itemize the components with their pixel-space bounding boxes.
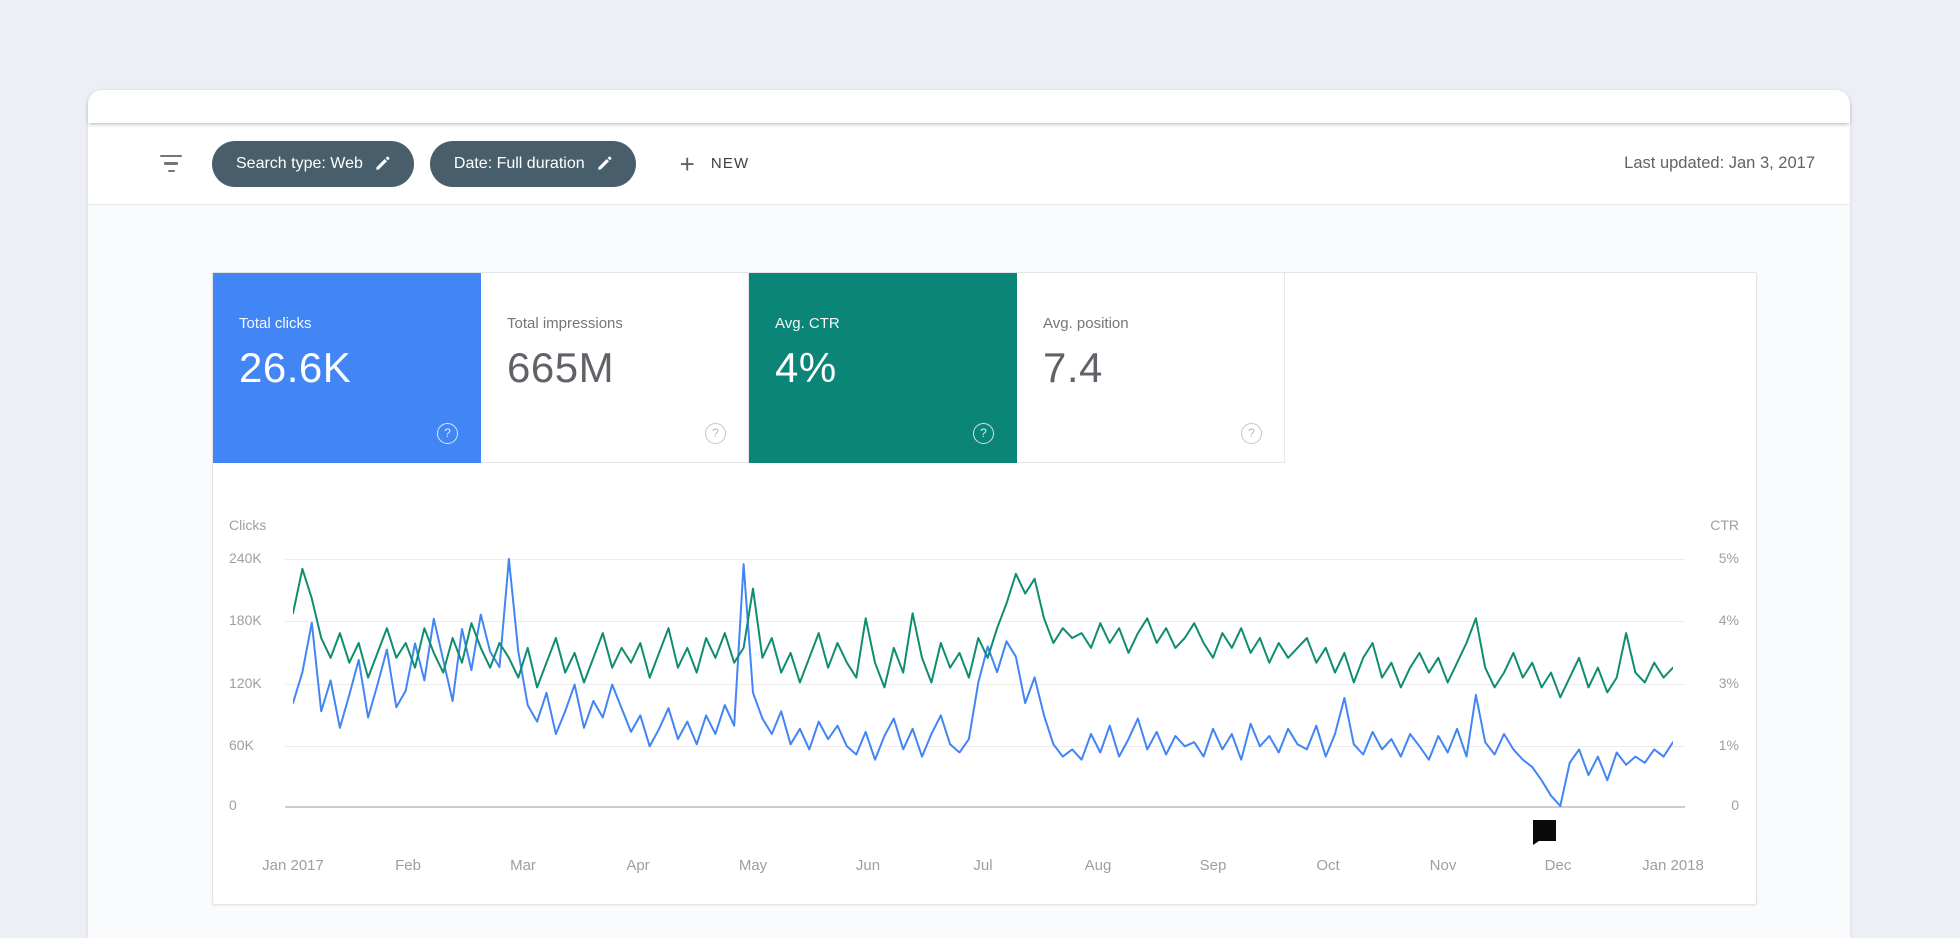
help-circle-icon[interactable]: ? <box>437 423 458 444</box>
help-circle-icon[interactable]: ? <box>1241 423 1262 444</box>
tile-avg-position[interactable]: Avg. position 7.4 ? <box>1017 273 1285 463</box>
tile-label: Avg. position <box>1043 315 1129 332</box>
x-axis-month-label: Oct <box>1316 857 1340 874</box>
gridline <box>285 621 1685 622</box>
x-axis-month-label: Apr <box>626 857 650 874</box>
x-axis-month-label: Jun <box>855 857 881 874</box>
left-axis-title: Clicks <box>229 517 267 533</box>
plus-icon: + <box>679 148 695 179</box>
x-axis-month-label: Nov <box>1429 857 1457 874</box>
right-axis-tick: 4% <box>1718 612 1739 628</box>
x-axis-month-label: Sep <box>1199 857 1227 874</box>
right-axis-title: CTR <box>1710 517 1739 533</box>
x-axis-month-label: May <box>738 857 768 874</box>
performance-line-chart <box>293 558 1673 807</box>
edit-pencil-icon <box>375 156 390 171</box>
left-axis-tick: 60K <box>229 737 254 753</box>
new-filter-button[interactable]: + NEW <box>680 151 750 177</box>
app-bar-strip <box>88 90 1850 123</box>
x-axis-month-label: Feb <box>395 857 421 874</box>
performance-panel: Total clicks 26.6K ? Total impressions 6… <box>212 272 1757 905</box>
filters-toolbar: Search type: Web Date: Full duration + N… <box>88 123 1850 205</box>
left-axis-tick: 0 <box>229 797 237 813</box>
tile-total-impressions[interactable]: Total impressions 665M ? <box>481 273 749 463</box>
tile-value: 7.4 <box>1043 344 1103 391</box>
series-line-clicks <box>293 558 1673 807</box>
help-circle-icon[interactable]: ? <box>973 423 994 444</box>
chip-search-type-label: Search type: Web <box>236 154 363 172</box>
edit-pencil-icon <box>597 156 612 171</box>
right-axis-tick: 5% <box>1718 550 1739 566</box>
chip-date-range[interactable]: Date: Full duration <box>429 140 636 187</box>
x-axis-month-label: Jul <box>973 857 993 874</box>
tile-label: Total clicks <box>239 315 312 332</box>
tile-value: 26.6K <box>239 344 352 391</box>
left-axis-tick: 120K <box>229 675 262 691</box>
right-axis-tick: 3% <box>1718 675 1739 691</box>
right-axis-tick: 0 <box>1731 797 1739 813</box>
series-line-ctr <box>293 567 1673 699</box>
tile-total-clicks[interactable]: Total clicks 26.6K ? <box>213 273 481 463</box>
x-axis-month-label: Mar <box>510 857 536 874</box>
metric-tiles-row: Total clicks 26.6K ? Total impressions 6… <box>213 273 1756 463</box>
x-axis-month-label: Dec <box>1544 857 1572 874</box>
last-updated-text: Last updated: Jan 3, 2017 <box>1624 154 1815 172</box>
tile-avg-ctr[interactable]: Avg. CTR 4% ? <box>749 273 1017 463</box>
help-circle-icon[interactable]: ? <box>705 423 726 444</box>
x-axis-baseline <box>285 806 1685 808</box>
content-area: Total clicks 26.6K ? Total impressions 6… <box>88 205 1850 938</box>
tile-value: 4% <box>775 344 837 391</box>
x-axis-month-label: Jan 2018 <box>1642 857 1704 874</box>
left-axis-tick: 180K <box>229 612 262 628</box>
tile-label: Avg. CTR <box>775 315 840 332</box>
gridline <box>285 684 1685 685</box>
chip-search-type[interactable]: Search type: Web <box>212 140 414 187</box>
filter-list-icon[interactable] <box>158 154 184 174</box>
x-axis-month-label: Aug <box>1084 857 1112 874</box>
app-window-card: Search type: Web Date: Full duration + N… <box>88 90 1850 938</box>
gridline <box>285 746 1685 747</box>
tile-value: 665M <box>507 344 615 391</box>
annotation-flag-icon <box>1533 820 1556 845</box>
x-axis-month-label: Jan 2017 <box>262 857 324 874</box>
tile-label: Total impressions <box>507 315 623 332</box>
right-axis-tick: 1% <box>1718 737 1739 753</box>
chip-date-range-label: Date: Full duration <box>453 154 585 172</box>
gridline <box>285 559 1685 560</box>
new-filter-label: NEW <box>710 155 750 172</box>
left-axis-tick: 240K <box>229 550 262 566</box>
